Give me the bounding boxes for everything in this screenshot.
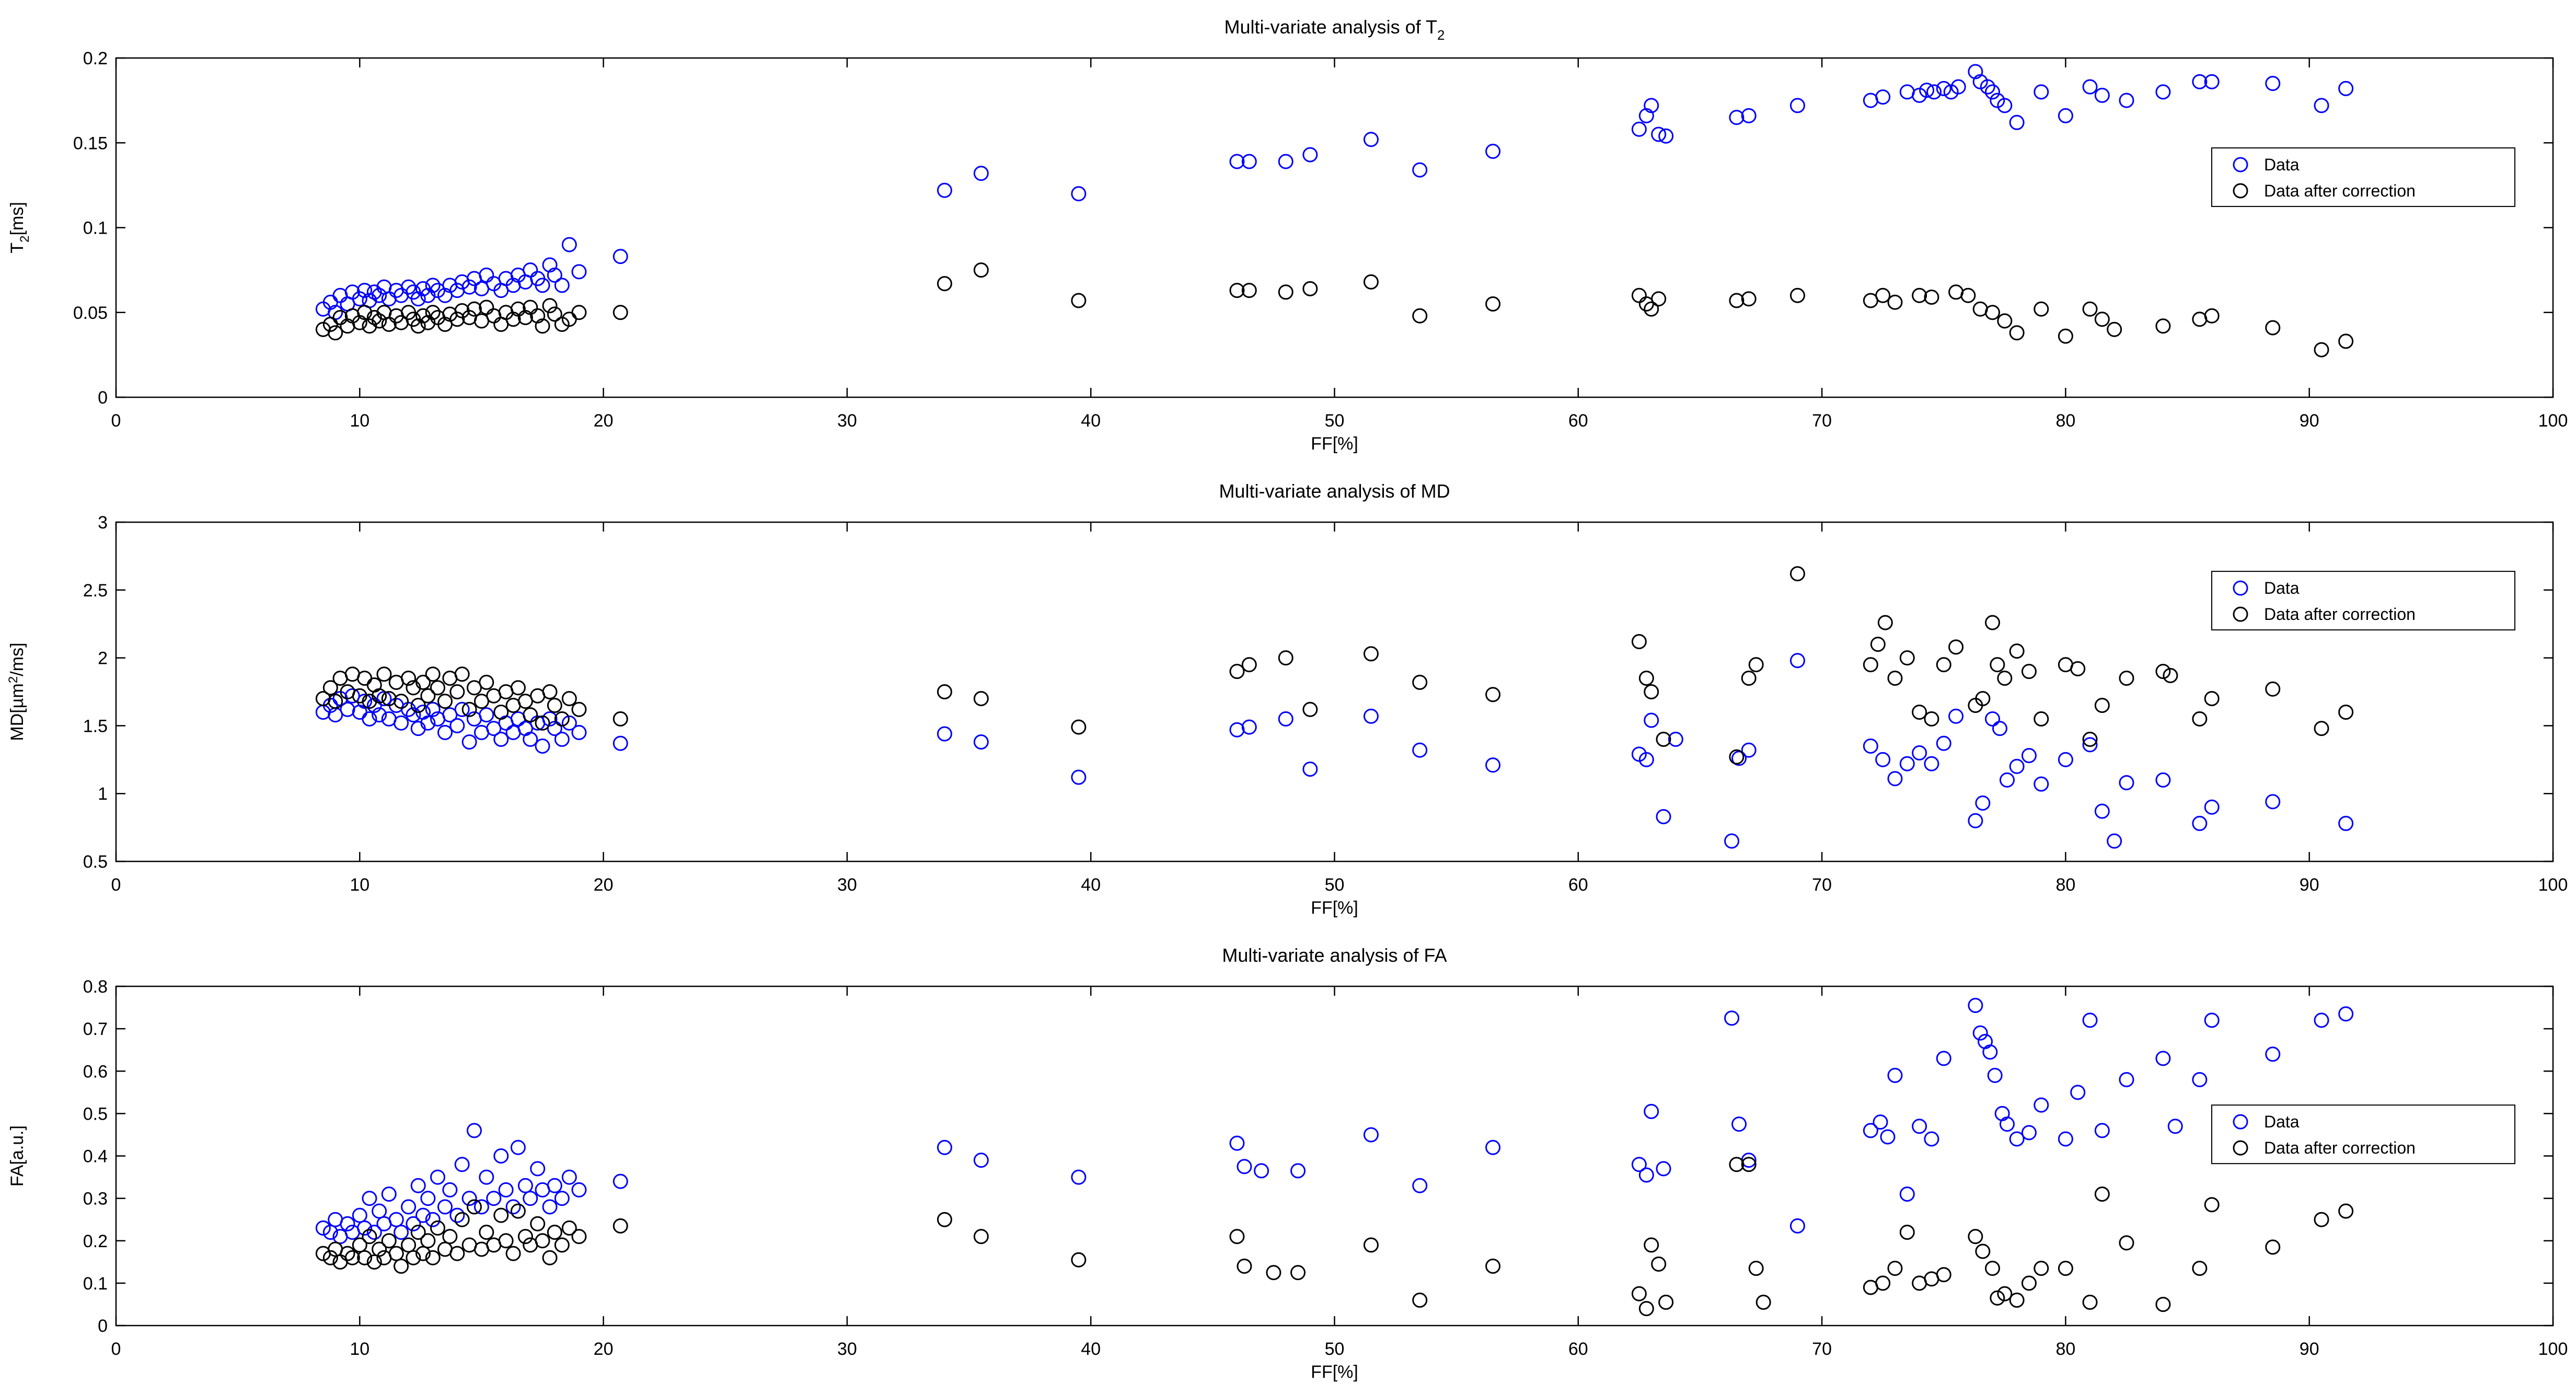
y-axis-label: FA[a.u.] — [7, 1125, 27, 1187]
x-tick-label: 50 — [1325, 875, 1345, 895]
x-tick-label: 100 — [2538, 411, 2568, 431]
x-axis-label: FF[%] — [1311, 1362, 1358, 1382]
chart-title: Multi-variate analysis of MD — [1219, 480, 1450, 502]
legend-label: Data after correction — [2264, 1138, 2416, 1157]
x-tick-label: 100 — [2538, 875, 2568, 895]
x-tick-label: 30 — [837, 875, 857, 895]
x-tick-label: 80 — [2055, 1339, 2075, 1359]
y-tick-label: 0.05 — [73, 303, 108, 323]
y-tick-label: 0.5 — [83, 1104, 108, 1124]
t2-plot-svg: 0 10 20 30 40 50 60 70 80 90 100 0 0.05 0.1 0.15 0.2 Mul… — [7, 16, 2568, 454]
x-tick-label: 0 — [111, 411, 121, 431]
x-tick-label: 70 — [1812, 411, 1832, 431]
series-corrected — [315, 566, 2354, 765]
md-chart: 0 10 20 30 40 50 60 70 80 90 100 0.5 1 1.5 2 2.5 3 Multi-… — [0, 464, 2576, 928]
x-tick-label: 40 — [1081, 875, 1101, 895]
chart-title: Multi-variate analysis of T2 — [1225, 16, 1445, 43]
legend: Data Data after correction — [2211, 1104, 2515, 1165]
legend-label: Data — [2264, 1112, 2300, 1131]
x-axis-label: FF[%] — [1311, 434, 1358, 454]
series-data — [315, 653, 2354, 849]
x-tick-label: 100 — [2538, 1339, 2568, 1359]
legend-label: Data — [2264, 579, 2300, 597]
x-tick-label: 40 — [1081, 411, 1101, 431]
x-tick-label: 50 — [1325, 1339, 1345, 1359]
series-data — [315, 998, 2354, 1245]
x-axis-label: FF[%] — [1311, 898, 1358, 918]
x-tick-label: 50 — [1325, 411, 1345, 431]
fa-chart: 0 10 20 30 40 50 60 70 80 90 100 0 0.1 0.2 0.3 0.4 0.5 0.… — [0, 928, 2576, 1393]
y-tick-label: 1 — [98, 784, 108, 804]
t2-chart: 0 10 20 30 40 50 60 70 80 90 100 0 0.05 0.1 0.15 0.2 Mul… — [0, 0, 2576, 464]
x-tick-label: 80 — [2055, 411, 2075, 431]
x-tick-label: 30 — [837, 411, 857, 431]
x-tick-label: 10 — [350, 875, 369, 895]
fa-plot-svg: 0 10 20 30 40 50 60 70 80 90 100 0 0.1 0.2 0.3 0.4 0.5 0.… — [7, 945, 2568, 1382]
x-tick-label: 60 — [1568, 1339, 1588, 1359]
x-tick-label: 70 — [1812, 875, 1832, 895]
y-tick-label: 0.8 — [83, 977, 108, 997]
y-tick-label: 0.1 — [83, 1274, 108, 1294]
legend-label: Data — [2264, 155, 2300, 174]
y-tick-label: 0.1 — [83, 218, 108, 238]
y-tick-label: 0 — [98, 1316, 108, 1336]
x-tick-label: 60 — [1568, 411, 1588, 431]
x-tick-label: 40 — [1081, 1339, 1101, 1359]
x-tick-label: 90 — [2300, 411, 2319, 431]
y-tick-label: 0 — [98, 388, 108, 408]
legend-label: Data after correction — [2264, 605, 2416, 624]
axes: 0 10 20 30 40 50 60 70 80 90 100 0 0.05 0.1 0.15 0.2 — [73, 49, 2568, 431]
x-tick-label: 20 — [594, 875, 614, 895]
y-tick-label: 0.2 — [83, 1231, 108, 1251]
x-tick-label: 70 — [1812, 1339, 1832, 1359]
y-tick-label: 3 — [98, 513, 108, 533]
x-tick-label: 90 — [2300, 1339, 2319, 1359]
x-tick-label: 20 — [594, 1339, 614, 1359]
y-tick-label: 0.5 — [83, 852, 108, 872]
y-tick-label: 1.5 — [83, 716, 108, 736]
legend: Data Data after correction — [2211, 147, 2515, 207]
x-tick-label: 20 — [594, 411, 614, 431]
y-tick-label: 0.7 — [83, 1019, 108, 1039]
series-corrected — [315, 262, 2354, 358]
y-axis-label: T2[ms] — [7, 202, 32, 254]
y-tick-label: 0.15 — [73, 133, 108, 153]
y-tick-label: 2 — [98, 649, 108, 669]
x-tick-label: 10 — [350, 411, 369, 431]
legend-label: Data after correction — [2264, 181, 2416, 200]
md-plot-svg: 0 10 20 30 40 50 60 70 80 90 100 0.5 1 1.5 2 2.5 3 Multi-… — [6, 480, 2568, 918]
y-axis-label: MD[µm2/ms] — [6, 642, 27, 741]
axes: 0 10 20 30 40 50 60 70 80 90 100 0 0.1 0.2 0.3 0.4 0.5 0.… — [83, 977, 2568, 1359]
x-tick-label: 0 — [111, 1339, 121, 1359]
series-data — [315, 64, 2354, 320]
y-tick-label: 0.2 — [83, 49, 108, 68]
y-tick-label: 0.6 — [83, 1062, 108, 1081]
y-tick-label: 0.4 — [83, 1147, 108, 1167]
x-tick-label: 0 — [111, 875, 121, 895]
x-tick-label: 90 — [2300, 875, 2319, 895]
axes: 0 10 20 30 40 50 60 70 80 90 100 0.5 1 1.5 2 2.5 3 — [83, 513, 2568, 895]
x-tick-label: 60 — [1568, 875, 1588, 895]
y-tick-label: 0.3 — [83, 1189, 108, 1209]
y-tick-label: 2.5 — [83, 581, 108, 601]
x-tick-label: 10 — [350, 1339, 369, 1359]
legend: Data Data after correction — [2211, 571, 2515, 631]
chart-title: Multi-variate analysis of FA — [1222, 945, 1447, 966]
x-tick-label: 30 — [837, 1339, 857, 1359]
x-tick-label: 80 — [2055, 875, 2075, 895]
series-corrected — [315, 1157, 2354, 1317]
